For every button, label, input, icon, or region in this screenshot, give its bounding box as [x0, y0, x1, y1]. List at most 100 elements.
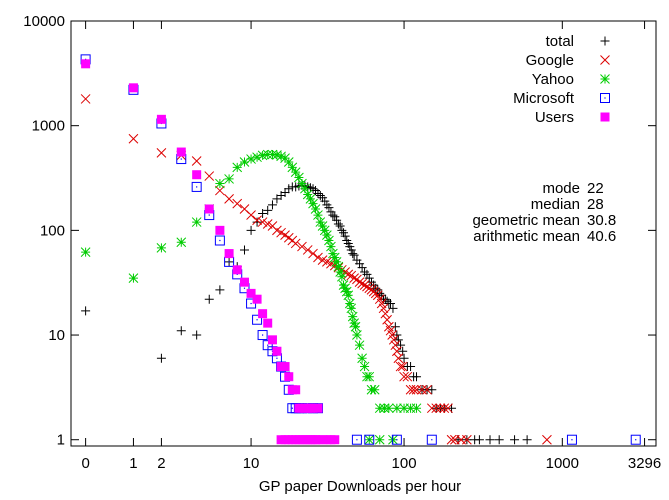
data-point: [252, 152, 262, 163]
data-point: [313, 435, 323, 445]
legend-label: total: [546, 33, 574, 50]
x-tick-label: 0: [81, 455, 89, 472]
data-point: [422, 384, 432, 395]
data-point: [263, 205, 273, 215]
data-point: [399, 353, 409, 363]
data-point: [246, 154, 256, 164]
data-point: [267, 200, 277, 210]
x-tick-label: 2: [157, 455, 165, 472]
data-point: [427, 385, 437, 395]
data-point: [204, 204, 214, 214]
data-point: [272, 346, 282, 356]
data-point: [81, 306, 91, 316]
data-point: [308, 198, 318, 209]
legend-label: Users: [535, 109, 574, 126]
data-point: [349, 250, 359, 260]
data-point: [405, 403, 416, 414]
stat-label: geometric mean: [472, 212, 580, 229]
x-tick-label: 3296: [628, 455, 661, 472]
data-point: [380, 308, 391, 319]
data-point: [176, 237, 187, 248]
data-point: [341, 286, 352, 297]
data-point: [232, 162, 243, 173]
data-points: [80, 54, 641, 445]
data-point: [348, 249, 358, 259]
data-point: [263, 318, 273, 328]
data-point: [80, 94, 91, 104]
data-point: [252, 314, 263, 325]
data-point: [337, 225, 347, 235]
data-point: [397, 361, 408, 372]
data-point: [246, 210, 256, 220]
legend-marker: [600, 93, 610, 103]
data-point: [215, 285, 225, 295]
data-point: [317, 221, 328, 231]
stat-label: median: [531, 196, 580, 213]
data-point: [431, 403, 442, 414]
data-point: [402, 371, 413, 382]
legend-label: Google: [526, 52, 574, 69]
data-point: [246, 288, 256, 298]
data-point: [300, 183, 310, 194]
data-point: [81, 59, 91, 69]
data-point: [232, 198, 243, 209]
data-point: [395, 361, 406, 372]
data-point: [393, 353, 404, 364]
data-point: [412, 372, 422, 382]
data-point: [192, 170, 202, 180]
data-point: [388, 434, 398, 445]
data-point: [350, 321, 361, 332]
data-point: [320, 196, 330, 206]
data-point: [232, 265, 242, 275]
data-point: [357, 278, 367, 289]
data-point: [128, 273, 139, 283]
data-point: [310, 204, 321, 214]
data-point: [257, 330, 268, 341]
data-point: [284, 372, 294, 382]
data-point: [313, 188, 323, 198]
data-point: [333, 219, 343, 229]
data-point: [224, 249, 234, 259]
data-point: [435, 403, 446, 414]
data-point: [128, 133, 139, 144]
y-tick-label: 10: [48, 327, 65, 344]
data-point: [446, 434, 457, 445]
data-point: [329, 252, 340, 263]
data-point: [302, 245, 313, 255]
data-point: [374, 434, 385, 445]
data-point: [191, 181, 202, 192]
data-point: [369, 384, 380, 395]
series-google: [80, 94, 552, 445]
data-point: [336, 271, 347, 282]
data-point: [328, 210, 338, 220]
data-point: [313, 252, 323, 263]
data-point: [319, 225, 330, 236]
y-tick-label: 10000: [23, 13, 65, 30]
data-point: [239, 277, 249, 287]
plot-frame: [70, 20, 657, 447]
data-point: [364, 371, 375, 382]
data-point: [377, 290, 387, 300]
data-point: [382, 314, 392, 325]
legend-marker: [600, 36, 610, 46]
data-point: [390, 340, 401, 351]
data-point: [474, 435, 484, 445]
data-point: [308, 248, 318, 259]
data-point: [393, 335, 403, 345]
data-point: [494, 435, 504, 445]
data-point: [392, 330, 402, 340]
data-point: [80, 247, 91, 257]
data-point: [359, 280, 370, 290]
data-point: [224, 193, 234, 204]
data-point: [331, 257, 342, 267]
stat-label: mode: [542, 180, 580, 197]
data-point: [280, 187, 290, 197]
data-point: [378, 303, 389, 314]
x-axis-ticks: 0 1 2 10 100 1000 3296: [81, 21, 661, 472]
data-point: [290, 167, 301, 177]
legend-marker: [600, 55, 610, 65]
legend-marker: [600, 112, 610, 122]
data-point: [408, 384, 419, 395]
data-point: [246, 225, 256, 235]
data-point: [390, 322, 400, 332]
